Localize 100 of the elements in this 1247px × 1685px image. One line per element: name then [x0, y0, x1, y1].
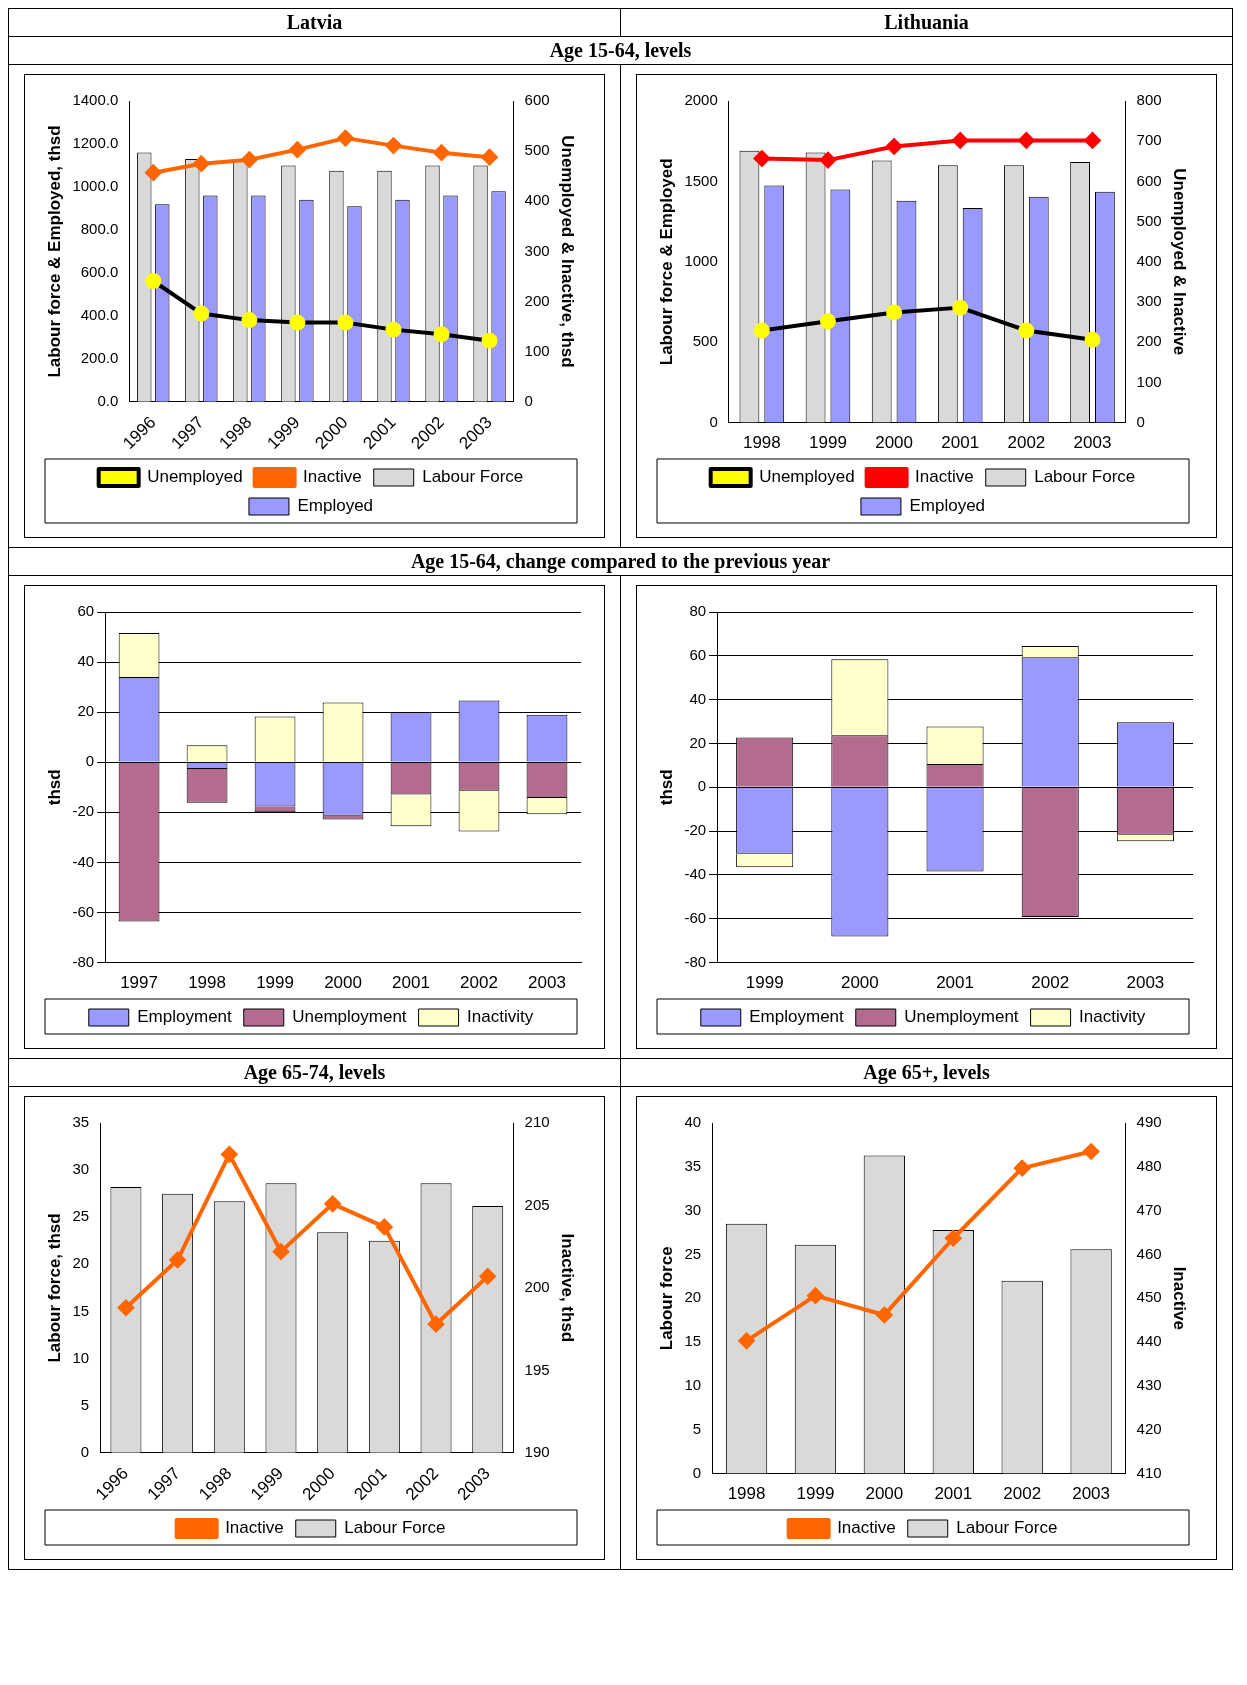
- x-tick-label: 2002: [1031, 973, 1070, 993]
- legend-label: Employment: [137, 1007, 233, 1027]
- point: [376, 1218, 393, 1235]
- y-tick-label: 20: [77, 702, 95, 720]
- legend-label: Employment: [749, 1007, 845, 1027]
- y-tick-label: 200.0: [80, 349, 119, 366]
- x-tick-label: 2003: [1126, 973, 1165, 993]
- point: [221, 1146, 238, 1163]
- x-tick-label: 1999: [745, 973, 784, 993]
- y-tick-label: 0: [709, 412, 718, 430]
- y-tick-label: 5: [692, 1419, 702, 1437]
- y-axis-title: Labour force & Employed, thsd: [44, 125, 64, 378]
- y-tick-label: -60: [684, 908, 707, 926]
- y-tick-label: -40: [72, 852, 95, 870]
- y-tick-label: 500: [692, 332, 718, 350]
- y-tick-label: 1000.0: [72, 177, 119, 195]
- y2-tick-label: 500: [524, 141, 550, 159]
- point: [753, 150, 770, 167]
- x-tick-label: 2003: [528, 973, 566, 993]
- y-tick-label: 35: [72, 1113, 90, 1131]
- x-tick-label: 2003: [1072, 1484, 1111, 1504]
- y2-tick-label: 420: [1136, 1419, 1162, 1437]
- y-tick-label: 0: [692, 1463, 702, 1481]
- legend-label: Labour Force: [422, 467, 524, 487]
- point: [738, 1332, 755, 1349]
- point: [876, 1306, 893, 1323]
- y2-tick-label: 190: [524, 1442, 550, 1460]
- y-tick-label: 1500: [684, 171, 718, 189]
- y2-tick-label: 195: [524, 1360, 550, 1378]
- y2-tick-label: 400: [1136, 251, 1162, 269]
- y2-tick-label: 490: [1136, 1113, 1162, 1131]
- y-axis-title: Labour force: [656, 1246, 676, 1351]
- point: [428, 1316, 445, 1333]
- x-tick-label: 2001: [392, 973, 430, 993]
- x-tick-label: 2000: [875, 433, 914, 453]
- point: [145, 164, 162, 181]
- x-tick-label: 2001: [934, 1484, 973, 1504]
- point: [819, 152, 836, 169]
- y-tick-label: 10: [684, 1376, 702, 1394]
- y2-tick-label: 480: [1136, 1156, 1162, 1174]
- legend-label: Unemployed: [147, 467, 243, 487]
- point: [433, 144, 450, 161]
- y-tick-label: 1200.0: [72, 134, 119, 152]
- y2-tick-label: 210: [524, 1113, 550, 1131]
- y-tick-label: 0: [697, 777, 707, 795]
- x-tick-label: 1997: [120, 973, 158, 993]
- y2-tick-label: 400: [524, 191, 550, 209]
- x-tick-label: 1998: [188, 973, 226, 993]
- point: [1018, 132, 1035, 149]
- y2-tick-label: 200: [524, 291, 550, 309]
- x-tick-label: 2002: [460, 973, 498, 993]
- y-tick-label: -20: [72, 802, 95, 820]
- point: [169, 1251, 186, 1268]
- y2-tick-label: 410: [1136, 1463, 1162, 1481]
- y-tick-label: 1400.0: [72, 91, 119, 109]
- y-tick-label: 0.0: [97, 391, 119, 409]
- legend-label: Inactive: [915, 467, 974, 487]
- y2-axis-title: Inactive: [1170, 1266, 1190, 1330]
- y2-tick-label: 600: [524, 91, 550, 109]
- legend-label: Inactivity: [1079, 1007, 1146, 1027]
- y2-tick-label: 200: [1136, 332, 1162, 350]
- point: [193, 155, 210, 172]
- y2-tick-label: 460: [1136, 1244, 1162, 1262]
- legend-label: Unemployed: [759, 467, 855, 487]
- x-tick-label: 1998: [727, 1484, 766, 1504]
- y2-tick-label: 470: [1136, 1200, 1162, 1218]
- y2-tick-label: 200: [524, 1278, 550, 1296]
- y2-axis-title: Inactive, thsd: [558, 1233, 578, 1343]
- y2-tick-label: 500: [1136, 211, 1162, 229]
- y2-tick-label: 205: [524, 1195, 550, 1213]
- point: [385, 137, 402, 154]
- y-tick-label: 600.0: [80, 263, 119, 281]
- legend-label: Employed: [909, 496, 986, 516]
- y-tick-label: 400.0: [80, 306, 119, 324]
- y-tick-label: 800.0: [80, 220, 119, 238]
- y2-tick-label: 100: [1136, 372, 1162, 390]
- point: [337, 130, 354, 147]
- legend-label: Employed: [297, 496, 374, 516]
- text: Age 15-64, levels: [8, 36, 1233, 65]
- y-tick-label: -20: [684, 821, 707, 839]
- chart-subtitle: Age 65+, levels: [620, 1058, 1233, 1087]
- legend-label: Labour Force: [956, 1518, 1058, 1538]
- x-tick-label: 1999: [256, 973, 294, 993]
- x-tick-label: 2002: [1007, 433, 1046, 453]
- x-tick-label: 1999: [796, 1484, 835, 1504]
- x-tick-label: 2000: [324, 973, 362, 993]
- y2-tick-label: 700: [1136, 131, 1162, 149]
- chart-title: Lithuania: [620, 8, 1233, 37]
- point: [952, 132, 969, 149]
- x-tick-label: 2002: [1003, 1484, 1042, 1504]
- y-tick-label: 30: [684, 1200, 702, 1218]
- y-tick-label: 2000: [684, 91, 718, 109]
- x-tick-label: 2003: [1073, 433, 1112, 453]
- y-axis-title: thsd: [44, 769, 64, 806]
- y-axis-title: thsd: [656, 769, 676, 806]
- y2-tick-label: 0: [524, 391, 533, 409]
- y-tick-label: 15: [72, 1301, 90, 1319]
- chart-subtitle: Age 15-64, change compared to the previous year: [8, 547, 1233, 576]
- y2-tick-label: 450: [1136, 1288, 1162, 1306]
- point: [945, 1230, 962, 1247]
